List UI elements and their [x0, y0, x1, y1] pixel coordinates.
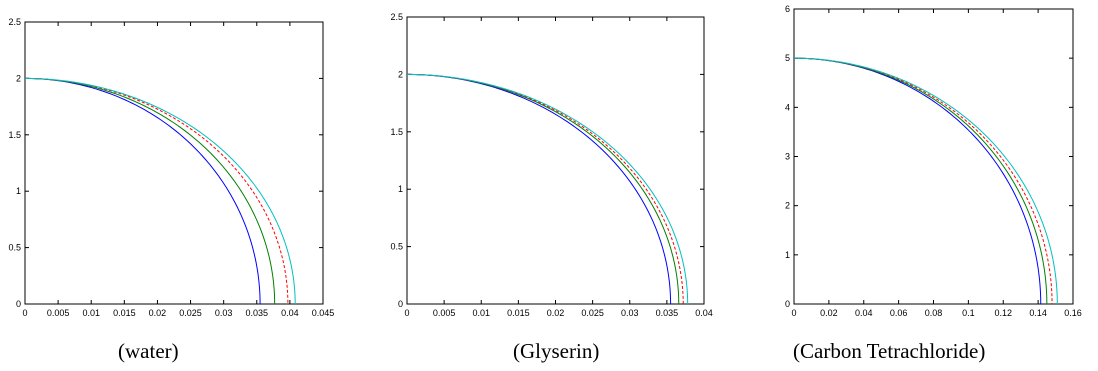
- ccl4-y-tick-label: 3: [785, 152, 790, 162]
- chart-water-svg: 0 0.005 0.01 0.015 0.02 0.025 0.03 0.035 0.04 0.0…: [8, 17, 335, 318]
- water-y-tick-label: 2.5: [8, 17, 21, 27]
- glyserin-x-tick-label: 0.01: [472, 308, 490, 318]
- ccl4-series-4-line: [793, 57, 1058, 305]
- water-series-3-line: [24, 77, 289, 305]
- glyserin-x-tick-label: 0.03: [621, 308, 639, 318]
- glyserin-y-tick-label: 2: [398, 69, 403, 79]
- glyserin-x-tick-label: 0.04: [695, 308, 713, 318]
- glyserin-y-tick-label: 1: [398, 184, 403, 194]
- chart-glyserin: 0 0.005 0.01 0.015 0.02 0.025 0.03 0.035 0.04 0 0.…: [370, 0, 713, 330]
- ccl4-x-tick-label: 0.08: [925, 308, 943, 318]
- water-x-tick-label: 0.04: [281, 308, 299, 318]
- glyserin-x-tick-label: 0.025: [581, 308, 604, 318]
- caption-glyserin: (Glyserin): [513, 339, 600, 363]
- chart-glyserin-svg: 0 0.005 0.01 0.015 0.02 0.025 0.03 0.035 0.04 0 0.…: [390, 12, 713, 318]
- ccl4-x-tick-label: 0: [791, 308, 796, 318]
- water-y-tick-label: 0: [16, 299, 21, 309]
- water-y-tick-label: 1: [16, 186, 21, 196]
- glyserin-y-tick-label: 0.5: [390, 242, 403, 252]
- water-series-4-line: [24, 77, 296, 305]
- ccl4-y-tick-label: 2: [785, 201, 790, 211]
- ccl4-y-tick-label: 6: [785, 4, 790, 14]
- chart-water: 0 0.005 0.01 0.015 0.02 0.025 0.03 0.035 0.04 0.0…: [0, 0, 340, 330]
- water-y-tick-label: 0.5: [8, 243, 21, 253]
- glyserin-x-tick-label: 0.035: [656, 308, 679, 318]
- chart-carbon-tetrachloride-svg: 0 0.02 0.04 0.06 0.08 0.1 0.12 0.14 0.16 0 1 2 3 4 5 6: [785, 4, 1082, 318]
- glyserin-y-tick-label: 1.5: [390, 127, 403, 137]
- water-x-tick-label: 0.005: [47, 308, 70, 318]
- ccl4-x-tick-label: 0.04: [855, 308, 873, 318]
- water-y-tick-label: 2: [16, 73, 21, 83]
- ccl4-x-tick-label: 0.14: [1029, 308, 1047, 318]
- water-axes-box: [24, 21, 324, 305]
- water-x-tick-label: 0.045: [312, 308, 335, 318]
- water-x-tick-label: 0.015: [113, 308, 136, 318]
- water-x-tick-label: 0.025: [179, 308, 202, 318]
- ccl4-x-tick-label: 0.16: [1064, 308, 1082, 318]
- water-series-2-line: [24, 77, 276, 305]
- ccl4-x-tick-label: 0.12: [994, 308, 1012, 318]
- glyserin-y-tick-label: 0: [398, 299, 403, 309]
- chart-carbon-tetrachloride: 0 0.02 0.04 0.06 0.08 0.1 0.12 0.14 0.16 0 1 2 3 4 5 6: [740, 0, 1098, 330]
- ccl4-y-tick-label: 4: [785, 102, 790, 112]
- water-y-tick-label: 1.5: [8, 130, 21, 140]
- glyserin-x-tick-label: 0.02: [547, 308, 565, 318]
- water-x-tick-label: 0.02: [149, 308, 167, 318]
- glyserin-x-tick-label: 0.005: [433, 308, 456, 318]
- glyserin-x-tick-label: 0.015: [507, 308, 530, 318]
- ccl4-x-tick-label: 0.1: [962, 308, 975, 318]
- water-x-tick-label: 0.01: [82, 308, 100, 318]
- ccl4-y-tick-label: 1: [785, 250, 790, 260]
- ccl4-x-tick-label: 0.06: [890, 308, 908, 318]
- glyserin-series-2-line: [406, 73, 680, 305]
- ccl4-series-1-line: [793, 57, 1042, 305]
- ccl4-y-tick-label: 0: [785, 299, 790, 309]
- glyserin-axes-box: [406, 16, 705, 305]
- water-series-1-line: [24, 77, 261, 305]
- caption-carbon-tetrachloride: (Carbon Tetrachloride): [793, 339, 986, 363]
- glyserin-y-tick-label: 2.5: [390, 12, 403, 22]
- glyserin-series-4-line: [406, 73, 689, 305]
- glyserin-x-tick-label: 0: [404, 308, 409, 318]
- ccl4-y-tick-label: 5: [785, 53, 790, 63]
- glyserin-series-1-line: [406, 73, 672, 305]
- caption-water: (water): [118, 339, 179, 363]
- ccl4-x-tick-label: 0.02: [820, 308, 838, 318]
- ccl4-axes-box: [793, 8, 1074, 305]
- ccl4-series-2-line: [793, 57, 1048, 305]
- water-x-tick-label: 0.03: [215, 308, 233, 318]
- water-x-tick-label: 0.035: [246, 308, 269, 318]
- water-x-tick-label: 0: [22, 308, 27, 318]
